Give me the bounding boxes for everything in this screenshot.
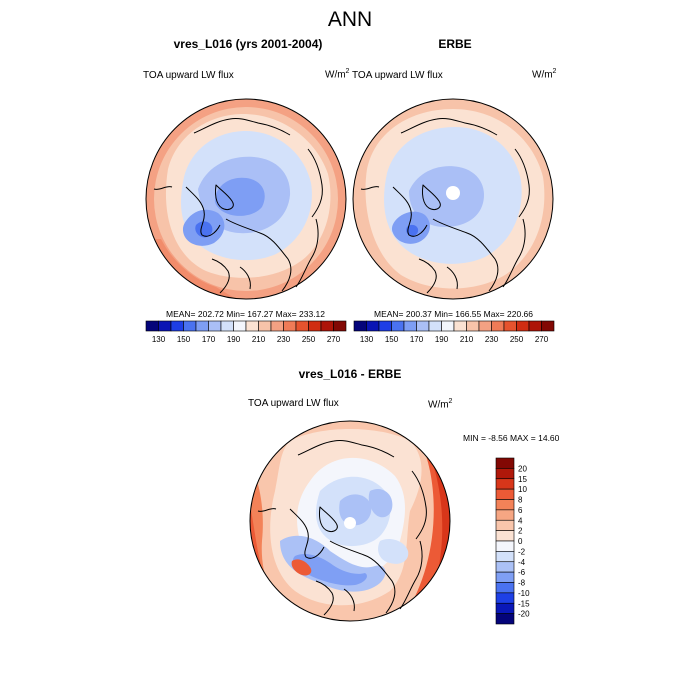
colorbar-top-right-swatch bbox=[516, 320, 530, 332]
colorbar-top-left-tick-label: 190 bbox=[227, 335, 241, 344]
colorbar-top-left-swatch bbox=[320, 320, 334, 332]
colorbar-diff-swatch bbox=[495, 561, 515, 573]
polar-map-erbe bbox=[352, 98, 554, 300]
colorbar-top-left-swatch bbox=[270, 320, 284, 332]
colorbar-top-left-tick-label: 130 bbox=[152, 335, 166, 344]
colorbar-top-right-swatch bbox=[378, 320, 392, 332]
colorbar-top-left-tick-label: 230 bbox=[277, 335, 291, 344]
colorbar-top-left-swatch bbox=[333, 320, 347, 332]
colorbar-diff-tick-label: -6 bbox=[518, 568, 526, 577]
colorbar-diff-tick-label: -4 bbox=[518, 558, 526, 567]
colorbar-top-left-swatch bbox=[295, 320, 309, 332]
colorbar-top-right-tick-label: 270 bbox=[535, 335, 549, 344]
polar-map-diff bbox=[249, 420, 451, 622]
colorbar-top-right-swatch bbox=[491, 320, 505, 332]
colorbar-diff-tick-label: 0 bbox=[518, 537, 523, 546]
colorbar-diff-swatch bbox=[495, 602, 515, 614]
colorbar-top-right-tick-label: 230 bbox=[485, 335, 499, 344]
stats-diff: MIN = -8.56 MAX = 14.60 bbox=[463, 433, 560, 443]
colorbar-top-left-swatch bbox=[220, 320, 234, 332]
colorbar-top-right-swatch bbox=[541, 320, 555, 332]
colorbar-top-left-tick-label: 150 bbox=[177, 335, 191, 344]
colorbar-diff-tick-label: -20 bbox=[518, 610, 530, 619]
colorbar-top-right-tick-label: 150 bbox=[385, 335, 399, 344]
colorbar-top-right-swatch bbox=[528, 320, 542, 332]
colorbar-top-right-swatch bbox=[416, 320, 430, 332]
field-label-erbe: TOA upward LW flux bbox=[352, 70, 443, 81]
colorbar-top-left: 130 150 170 190 210 230 250 270 bbox=[145, 320, 347, 344]
colorbar-diff-tick-label: 2 bbox=[518, 527, 523, 536]
colorbar-top-left-swatch bbox=[308, 320, 322, 332]
colorbar-diff-tick-label: -15 bbox=[518, 599, 530, 608]
stats-model: MEAN= 202.72 Min= 167.27 Max= 233.12 bbox=[166, 309, 326, 319]
colorbar-diff-swatch bbox=[495, 540, 515, 552]
units-erbe: W/m2 bbox=[532, 68, 557, 81]
colorbar-diff-tick-label: -10 bbox=[518, 589, 530, 598]
units-model: W/m2 bbox=[325, 68, 350, 81]
colorbar-diff-swatch bbox=[495, 519, 515, 531]
colorbar-top-right-tick-label: 130 bbox=[360, 335, 374, 344]
units-diff: W/m2 bbox=[428, 398, 453, 411]
colorbar-top-right-swatch bbox=[478, 320, 492, 332]
colorbar-diff-tick-label: 15 bbox=[518, 475, 527, 484]
colorbar-diff-tick-label: 10 bbox=[518, 485, 527, 494]
colorbar-diff-tick-label: 8 bbox=[518, 496, 523, 505]
colorbar-top-left-swatch bbox=[170, 320, 184, 332]
colorbar-top-left-swatch bbox=[283, 320, 297, 332]
colorbar-top-left-swatch bbox=[195, 320, 209, 332]
colorbar-top-right-swatch bbox=[403, 320, 417, 332]
colorbar-top-left-swatch bbox=[258, 320, 272, 332]
colorbar-top-left-swatch bbox=[145, 320, 159, 332]
colorbar-top-left-tick-label: 270 bbox=[327, 335, 341, 344]
colorbar-diff-tick-label: -8 bbox=[518, 579, 526, 588]
colorbar-top-right-tick-label: 210 bbox=[460, 335, 474, 344]
colorbar-top-right-swatch bbox=[391, 320, 405, 332]
colorbar-diff-tick-label: 20 bbox=[518, 464, 527, 473]
colorbar-diff-swatch bbox=[495, 509, 515, 521]
colorbar-top-right-tick-label: 170 bbox=[410, 335, 424, 344]
colorbar-diff-swatch bbox=[495, 468, 515, 480]
colorbar-diff-swatch bbox=[495, 478, 515, 490]
colorbar-diff-swatch bbox=[495, 613, 515, 625]
colorbar-diff-swatch bbox=[495, 592, 515, 604]
colorbar-diff-swatch bbox=[495, 571, 515, 583]
colorbar-diff-swatch bbox=[495, 488, 515, 500]
panel-title-model: vres_L016 (yrs 2001-2004) bbox=[173, 37, 323, 51]
panel-title-diff: vres_L016 - ERBE bbox=[298, 367, 402, 381]
colorbar-top-left-swatch bbox=[245, 320, 259, 332]
colorbar-top-left-swatch bbox=[233, 320, 247, 332]
colorbar-top-right-swatch bbox=[353, 320, 367, 332]
stats-erbe: MEAN= 200.37 Min= 166.55 Max= 220.66 bbox=[374, 309, 534, 319]
colorbar-top-right-tick-label: 250 bbox=[510, 335, 524, 344]
colorbar-top-right-swatch bbox=[503, 320, 517, 332]
colorbar-top-left-tick-label: 250 bbox=[302, 335, 316, 344]
colorbar-top-left-swatch bbox=[208, 320, 222, 332]
field-label-diff: TOA upward LW flux bbox=[248, 398, 339, 409]
colorbar-top-left-swatch bbox=[183, 320, 197, 332]
colorbar-top-right-swatch bbox=[441, 320, 455, 332]
colorbar-top-left-tick-label: 210 bbox=[252, 335, 266, 344]
colorbar-diff-swatch bbox=[495, 582, 515, 594]
colorbar-top-right-swatch bbox=[466, 320, 480, 332]
panel-title-erbe: ERBE bbox=[438, 37, 472, 51]
colorbar-diff-swatch bbox=[495, 551, 515, 563]
colorbar-top-right-tick-label: 190 bbox=[435, 335, 449, 344]
colorbar-top-right: 130 150 170 190 210 230 250 270 bbox=[353, 320, 555, 344]
colorbar-diff-tick-label: 6 bbox=[518, 506, 523, 515]
colorbar-diff-tick-label: -2 bbox=[518, 547, 526, 556]
colorbar-diff-tick-label: 4 bbox=[518, 516, 523, 525]
colorbar-diff-swatch bbox=[495, 457, 515, 469]
colorbar-top-left-swatch bbox=[158, 320, 172, 332]
field-label-model: TOA upward LW flux bbox=[143, 70, 234, 81]
colorbar-diff-swatch bbox=[495, 499, 515, 511]
polar-map-model bbox=[145, 98, 347, 300]
colorbar-top-right-swatch bbox=[453, 320, 467, 332]
colorbar-diff-swatch bbox=[495, 530, 515, 542]
main-title: ANN bbox=[327, 8, 373, 31]
colorbar-top-right-swatch bbox=[366, 320, 380, 332]
colorbar-top-right-swatch bbox=[428, 320, 442, 332]
colorbar-top-left-tick-label: 170 bbox=[202, 335, 216, 344]
